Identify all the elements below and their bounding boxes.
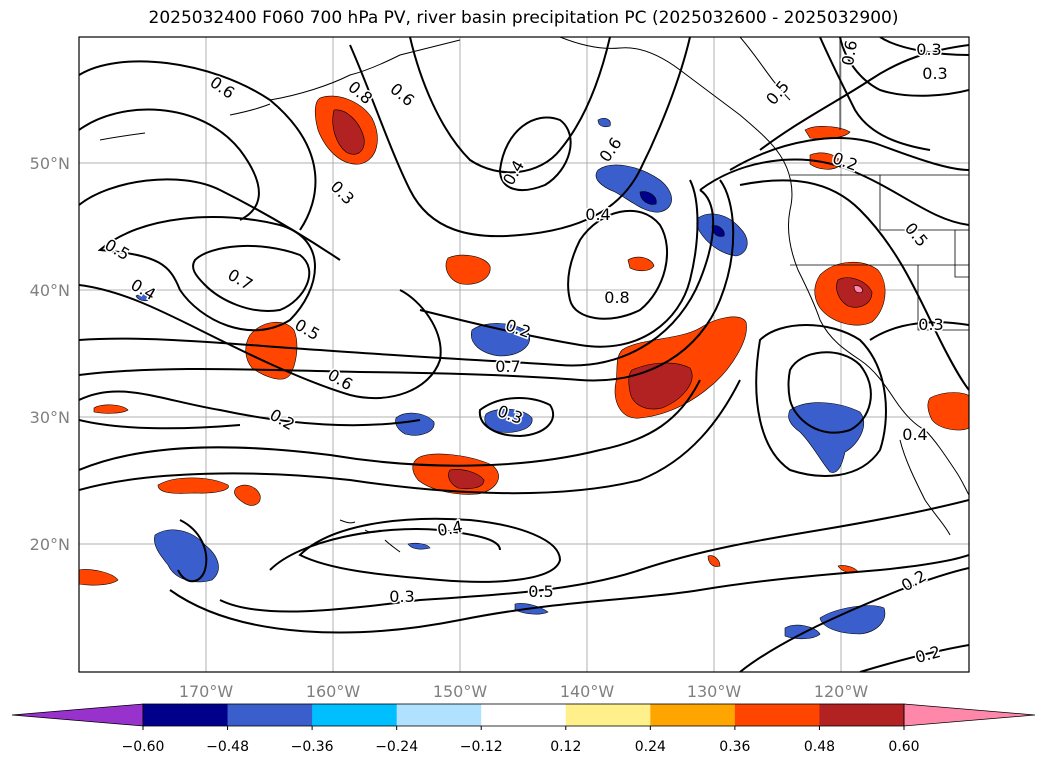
colorbar-segment xyxy=(734,704,820,726)
lon-tick-label: 150°W xyxy=(433,682,488,701)
contour-label: 0.5 xyxy=(528,582,553,601)
colorbar-segment xyxy=(396,704,482,726)
coastlines xyxy=(99,37,969,553)
colorbar-segment xyxy=(819,704,905,726)
contour-label: 0.3 xyxy=(389,587,414,606)
colorbar-tick-label: −0.48 xyxy=(206,739,249,755)
contour-label: 0.3 xyxy=(918,315,943,334)
lat-tick-label: 20°N xyxy=(30,535,70,554)
colorbar-tick-label: 0.36 xyxy=(719,739,750,755)
colorbar-segment xyxy=(227,704,313,726)
colorbar-segment xyxy=(565,704,651,726)
colorbar-segment xyxy=(650,704,736,726)
map-frame xyxy=(78,36,970,673)
colorbar-tick-label: −0.24 xyxy=(375,739,418,755)
lat-tick-label: 30°N xyxy=(30,408,70,427)
lon-tick-labels: 170°W 160°W 150°W 140°W 130°W 120°W xyxy=(179,682,869,701)
precipitation-fills xyxy=(79,95,969,640)
colorbar-tick-label: 0.24 xyxy=(635,739,666,755)
contour-label: 0.4 xyxy=(585,205,610,224)
lon-tick-label: 140°W xyxy=(560,682,615,701)
colorbar-tick-label: −0.60 xyxy=(122,739,165,755)
figure-title: 2025032400 F060 700 hPa PV, river basin … xyxy=(148,8,899,28)
colorbar-segment xyxy=(481,704,567,726)
colorbar-tick-label: 0.12 xyxy=(550,739,581,755)
colorbar-tick-label: −0.12 xyxy=(460,739,503,755)
contour-label: 0.3 xyxy=(916,40,941,59)
lon-tick-label: 120°W xyxy=(814,682,869,701)
pv-contours xyxy=(79,37,969,672)
colorbar-extend-min xyxy=(11,703,144,727)
lat-tick-labels: 50°N 40°N 30°N 20°N xyxy=(30,154,70,554)
colorbar-tick-label: −0.36 xyxy=(291,739,334,755)
lon-tick-label: 130°W xyxy=(687,682,742,701)
colorbar-tick-label: 0.60 xyxy=(888,739,919,755)
lon-tick-label: 160°W xyxy=(306,682,361,701)
colorbar-segment xyxy=(143,704,229,726)
contour-label: 0.7 xyxy=(495,357,520,376)
map-area xyxy=(79,37,969,672)
contour-label: 0.3 xyxy=(922,64,947,83)
colorbar-frame xyxy=(142,703,905,727)
colorbar-segment xyxy=(312,704,398,726)
borders xyxy=(790,37,969,331)
colorbar-tick-labels: −0.60 −0.48 −0.36 −0.24 −0.12 0.12 0.24 0.36 0.4… xyxy=(122,726,920,755)
lat-tick-label: 40°N xyxy=(30,281,70,300)
colorbar-tick-label: 0.48 xyxy=(804,739,835,755)
contour-label: 0.4 xyxy=(902,425,927,444)
lon-tick-label: 170°W xyxy=(179,682,234,701)
colorbar-extend-max xyxy=(903,703,1036,727)
lat-tick-label: 50°N xyxy=(30,154,70,173)
colorbar xyxy=(11,703,1036,727)
contour-label: 0.8 xyxy=(604,288,629,307)
